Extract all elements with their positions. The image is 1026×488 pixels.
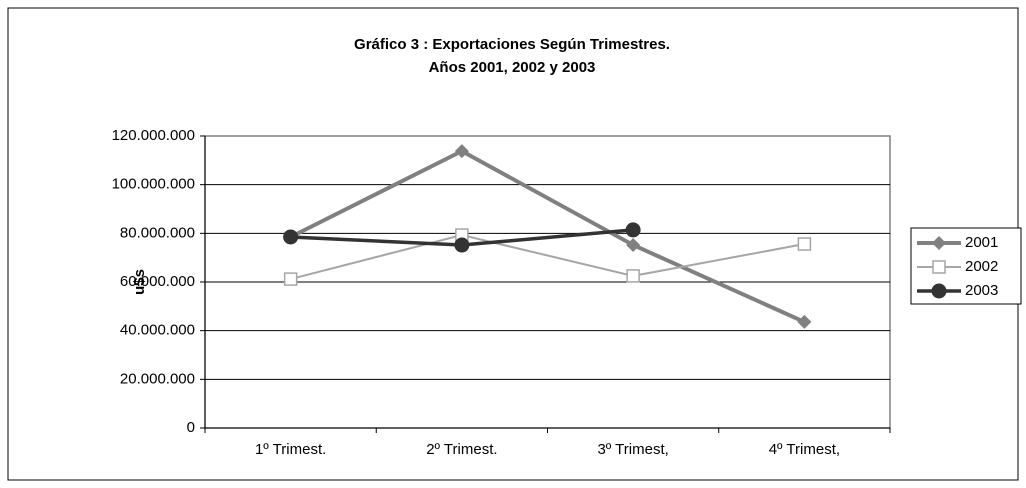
legend-marker — [932, 260, 946, 274]
y-tick-label: 80.000.000 — [120, 224, 195, 241]
x-tick-label: 1º Trimest. — [255, 441, 326, 458]
data-point — [626, 238, 641, 253]
legend-marker — [932, 236, 946, 250]
chart-border — [7, 7, 1019, 481]
legend-label: 2001 — [965, 234, 998, 251]
x-tick-label: 4º Trimest, — [769, 441, 840, 458]
x-tick-label: 2º Trimest. — [426, 441, 497, 458]
legend-label: 2003 — [965, 282, 998, 299]
y-tick-label: 0 — [187, 419, 195, 436]
chart-title: Gráfico 3 : Exportaciones Según Trimestr… — [354, 36, 670, 53]
y-tick-label: 40.000.000 — [120, 322, 195, 339]
y-axis-label: u$s — [131, 269, 148, 295]
data-point — [283, 272, 298, 286]
data-point — [454, 144, 469, 159]
chart-subtitle: Años 2001, 2002 y 2003 — [429, 59, 596, 76]
data-point — [797, 314, 812, 329]
y-tick-label: 120.000.000 — [112, 127, 195, 144]
series-line — [290, 234, 805, 281]
y-tick-label: 100.000.000 — [112, 176, 195, 193]
data-point — [626, 269, 640, 283]
data-point — [283, 229, 299, 245]
data-point — [625, 222, 641, 238]
legend-marker — [931, 283, 947, 299]
x-tick-label: 3º Trimest, — [597, 441, 668, 458]
y-tick-label: 60.000.000 — [120, 273, 195, 290]
y-tick-label: 20.000.000 — [120, 370, 195, 387]
series-line — [289, 148, 806, 324]
data-point — [797, 237, 812, 251]
legend-label: 2002 — [965, 258, 998, 275]
data-point — [454, 237, 470, 253]
